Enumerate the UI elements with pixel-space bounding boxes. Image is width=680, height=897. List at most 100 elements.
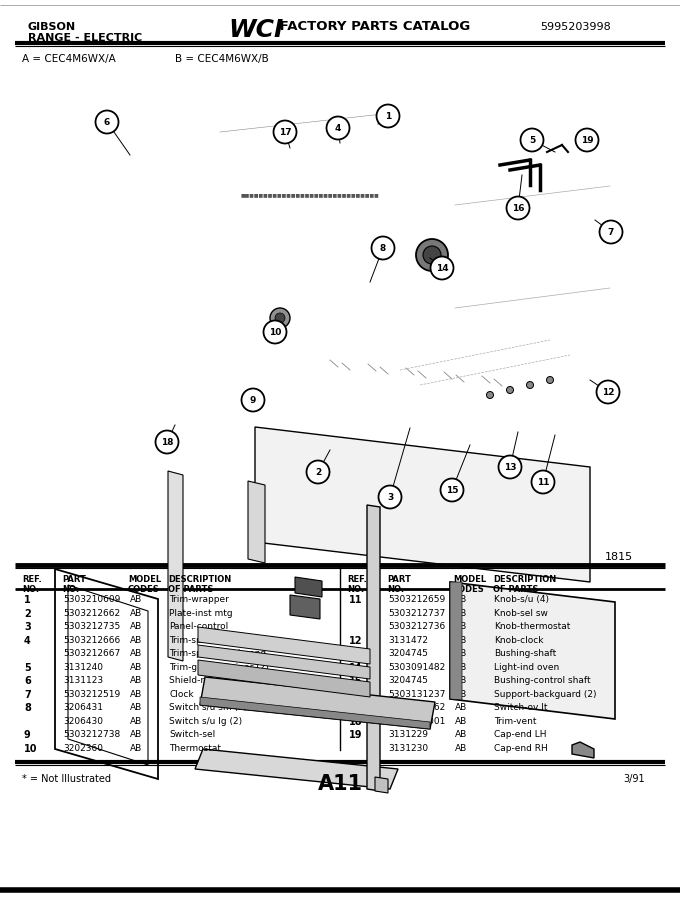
Text: 12: 12 (349, 635, 362, 646)
Text: * = Not Illustrated: * = Not Illustrated (22, 774, 111, 784)
Text: Knob-s/u (4): Knob-s/u (4) (494, 595, 549, 604)
Text: Clock: Clock (169, 690, 194, 699)
Text: 3: 3 (24, 622, 31, 632)
Text: 8: 8 (24, 703, 31, 713)
Text: AB: AB (130, 717, 142, 726)
Text: 3131472: 3131472 (388, 635, 428, 645)
Text: AB: AB (455, 676, 467, 685)
Text: Trim-splasher-white: Trim-splasher-white (169, 635, 257, 645)
Text: Trim-wrapper: Trim-wrapper (169, 595, 229, 604)
Text: 2: 2 (315, 467, 321, 476)
Text: 5303212736: 5303212736 (388, 622, 445, 631)
Text: AB: AB (130, 595, 142, 604)
Polygon shape (198, 645, 370, 679)
Text: 13: 13 (349, 649, 362, 659)
Text: Panel-control: Panel-control (169, 622, 228, 631)
Text: 13: 13 (504, 463, 516, 472)
Text: 8: 8 (380, 243, 386, 252)
Circle shape (270, 308, 290, 328)
Circle shape (416, 239, 448, 271)
Circle shape (507, 196, 530, 220)
Text: 5303212519: 5303212519 (63, 690, 120, 699)
Text: AB: AB (130, 663, 142, 672)
Circle shape (371, 237, 394, 259)
Text: Knob-thermostat: Knob-thermostat (494, 622, 571, 631)
Polygon shape (248, 481, 265, 563)
Text: AB: AB (455, 703, 467, 712)
Text: AB: AB (455, 744, 467, 753)
Text: 3204745: 3204745 (388, 649, 428, 658)
Circle shape (423, 246, 441, 264)
Text: Plate-inst mtg: Plate-inst mtg (169, 608, 233, 617)
Text: 7: 7 (24, 690, 31, 700)
Circle shape (507, 387, 513, 394)
Circle shape (326, 117, 350, 140)
Circle shape (486, 391, 494, 398)
Polygon shape (290, 595, 320, 619)
Text: RANGE - ELECTRIC: RANGE - ELECTRIC (28, 33, 142, 43)
Text: AB: AB (455, 730, 467, 739)
Circle shape (526, 381, 534, 388)
Text: 5303206662: 5303206662 (388, 703, 445, 712)
Text: AB: AB (455, 663, 467, 672)
Polygon shape (295, 577, 322, 597)
Text: 4: 4 (24, 635, 31, 646)
Text: 16: 16 (349, 690, 362, 700)
Text: 10: 10 (24, 744, 37, 753)
Circle shape (275, 313, 285, 323)
Polygon shape (375, 777, 388, 793)
Text: 4: 4 (335, 124, 341, 133)
Text: Switch-sel: Switch-sel (169, 730, 216, 739)
Circle shape (95, 110, 118, 134)
Text: PART
NO.: PART NO. (387, 575, 411, 595)
Text: AB: AB (455, 690, 467, 699)
Text: A = CEC4M6WX/A: A = CEC4M6WX/A (22, 54, 116, 64)
Text: 11: 11 (349, 595, 362, 605)
Text: AB: AB (130, 635, 142, 645)
Circle shape (241, 388, 265, 412)
Text: 5303212737: 5303212737 (388, 608, 445, 617)
Text: 5303212667: 5303212667 (63, 649, 120, 658)
Text: 3: 3 (387, 492, 393, 501)
Text: AB: AB (455, 717, 467, 726)
Text: 15: 15 (349, 676, 362, 686)
Text: AB: AB (130, 690, 142, 699)
Text: 11: 11 (537, 477, 549, 486)
Text: Trim-glass retainer (2): Trim-glass retainer (2) (169, 663, 269, 672)
Text: 16: 16 (512, 204, 524, 213)
Polygon shape (572, 742, 594, 758)
Text: AB: AB (130, 622, 142, 631)
Text: 14: 14 (436, 264, 448, 273)
Text: 10: 10 (269, 327, 282, 336)
Text: A11: A11 (318, 774, 362, 794)
Text: AB: AB (130, 744, 142, 753)
Text: AB: AB (455, 649, 467, 658)
Text: B = CEC4M6WX/B: B = CEC4M6WX/B (175, 54, 269, 64)
Text: PART
NO.: PART NO. (62, 575, 86, 595)
Circle shape (600, 221, 622, 243)
Text: 15: 15 (446, 485, 458, 494)
Text: AB: AB (455, 635, 467, 645)
Text: FACTORY PARTS CATALOG: FACTORY PARTS CATALOG (275, 20, 471, 33)
Text: Bushing-shaft: Bushing-shaft (494, 649, 556, 658)
Text: Switch-ov lt: Switch-ov lt (494, 703, 547, 712)
Text: 5303212735: 5303212735 (63, 622, 120, 631)
Circle shape (575, 128, 598, 152)
Polygon shape (367, 505, 380, 791)
Circle shape (379, 485, 401, 509)
Circle shape (596, 380, 619, 404)
Text: REF.
NO.: REF. NO. (22, 575, 41, 595)
Text: MODEL
CODES: MODEL CODES (128, 575, 161, 595)
Text: 6: 6 (24, 676, 31, 686)
Text: GIBSON: GIBSON (28, 22, 76, 32)
Text: 5303210609: 5303210609 (63, 595, 120, 604)
Text: 12: 12 (602, 388, 614, 396)
Text: 6: 6 (104, 118, 110, 126)
Text: 3/91: 3/91 (624, 774, 645, 784)
Text: WCI: WCI (228, 18, 284, 42)
Circle shape (441, 478, 464, 501)
Text: AB: AB (130, 676, 142, 685)
Text: REF.
NO.: REF. NO. (347, 575, 367, 595)
Polygon shape (450, 582, 615, 719)
Polygon shape (198, 627, 370, 664)
